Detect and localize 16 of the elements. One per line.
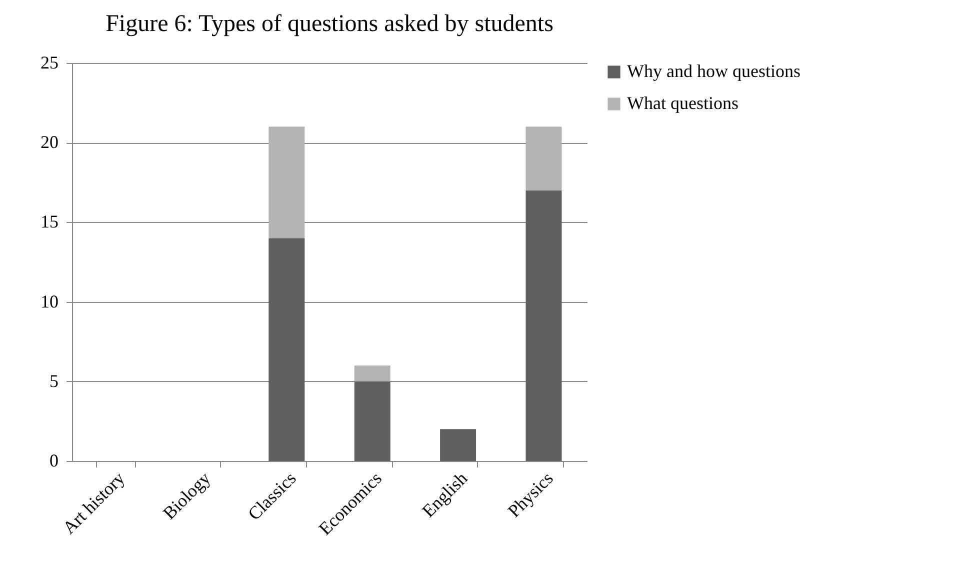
bar xyxy=(354,365,390,382)
bar xyxy=(268,238,305,461)
legend-label: Why and how questions xyxy=(627,61,800,81)
y-tick-label: 15 xyxy=(40,212,58,232)
bar xyxy=(354,381,390,461)
chart-title: Figure 6: Types of questions asked by students xyxy=(106,11,554,37)
y-tick-label: 20 xyxy=(40,132,58,152)
y-tick-label: 25 xyxy=(40,52,58,72)
y-tick-label: 10 xyxy=(40,291,58,312)
bar xyxy=(526,190,562,461)
y-tick-label: 5 xyxy=(50,370,58,391)
y-tick-label: 0 xyxy=(50,450,58,470)
bar xyxy=(526,126,562,190)
bar xyxy=(268,126,305,238)
bar xyxy=(440,429,476,461)
legend-label: What questions xyxy=(627,93,738,113)
